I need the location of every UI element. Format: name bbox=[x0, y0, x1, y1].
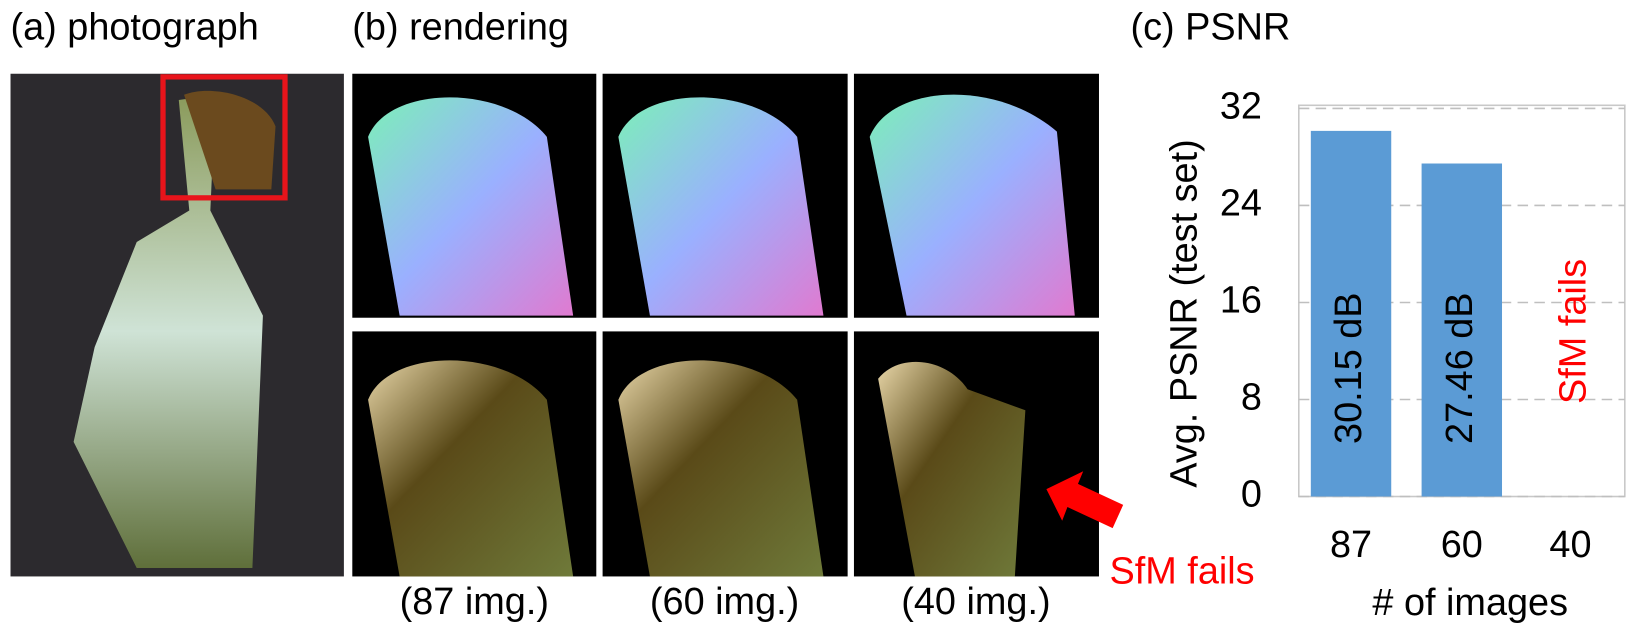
y-tick-label: 0 bbox=[1241, 474, 1262, 516]
y-tick-label: 32 bbox=[1220, 85, 1262, 127]
x-axis-title: # of images bbox=[1372, 582, 1568, 624]
y-tick-label: 16 bbox=[1220, 279, 1262, 321]
y-axis-title: Avg. PSNR (test set) bbox=[1163, 139, 1205, 487]
photograph bbox=[11, 74, 344, 577]
annotation: SfM fails bbox=[1553, 259, 1595, 404]
figure: (a) photograph (b) rendering (87 img.) (… bbox=[0, 0, 1649, 626]
y-tick-label: 8 bbox=[1241, 376, 1262, 418]
value-label: 30.15 dB bbox=[1328, 292, 1370, 444]
y-tick-label: 24 bbox=[1220, 182, 1262, 224]
caption: (60 img.) bbox=[650, 581, 799, 623]
caption: (87 img.) bbox=[400, 581, 549, 623]
x-tick-label: 60 bbox=[1441, 524, 1483, 566]
arrow-label: SfM fails bbox=[1110, 550, 1255, 592]
x-tick-label: 87 bbox=[1330, 524, 1372, 566]
panel-label: (a) photograph bbox=[11, 7, 259, 49]
caption: (40 img.) bbox=[901, 581, 1050, 623]
renderings bbox=[352, 74, 1099, 577]
panel-label: (b) rendering bbox=[352, 7, 569, 49]
value-label: 27.46 dB bbox=[1439, 292, 1481, 444]
x-tick-label: 40 bbox=[1549, 524, 1591, 566]
chart-title: (c) PSNR bbox=[1131, 7, 1291, 49]
